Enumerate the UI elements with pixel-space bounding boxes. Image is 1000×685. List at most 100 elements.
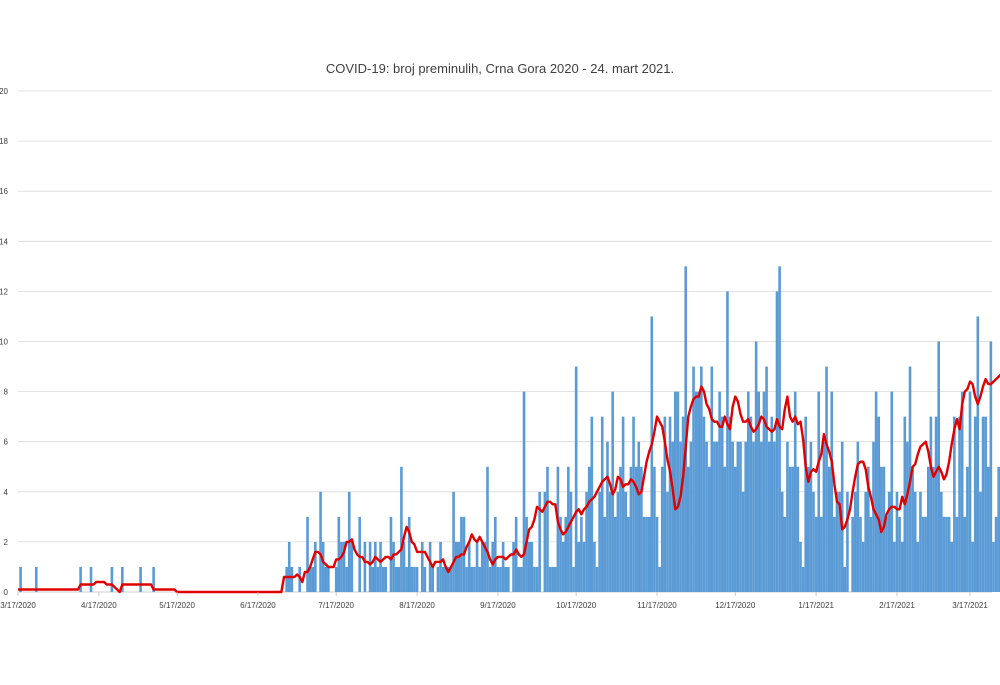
bar <box>726 291 729 592</box>
bar <box>400 466 403 592</box>
y-tick-label: 10 <box>0 338 9 347</box>
bar <box>697 391 701 592</box>
bar <box>822 441 826 592</box>
bar <box>710 366 714 592</box>
bar <box>374 541 377 592</box>
bar <box>525 516 528 592</box>
bar <box>538 491 541 592</box>
bar <box>593 541 596 592</box>
bar <box>319 491 322 592</box>
bar <box>950 541 954 592</box>
bar <box>486 466 489 592</box>
bar <box>872 441 875 592</box>
bar <box>979 491 982 592</box>
x-tick-label: 3/17/2021 <box>952 601 988 610</box>
bar <box>384 566 388 592</box>
bar <box>799 541 802 592</box>
bar <box>89 566 93 592</box>
bar <box>559 516 562 592</box>
bar <box>402 541 406 592</box>
moving-average-series <box>18 373 1000 594</box>
bar <box>488 566 492 592</box>
bar <box>833 516 836 592</box>
x-tick-label: 5/17/2020 <box>159 601 195 610</box>
bar <box>381 566 385 592</box>
bar <box>420 541 424 592</box>
bar <box>590 416 594 592</box>
bar <box>749 416 753 592</box>
bar <box>287 541 291 592</box>
y-tick-label: 16 <box>0 187 9 196</box>
y-tick-label: 2 <box>4 538 9 547</box>
bar <box>767 441 771 592</box>
bar <box>830 391 834 592</box>
bar <box>694 391 698 592</box>
bar <box>720 416 724 592</box>
bar <box>368 541 372 592</box>
bar <box>394 566 398 592</box>
x-tick-label: 11/17/2020 <box>637 601 677 610</box>
bar <box>520 566 523 592</box>
bar <box>843 566 847 592</box>
bar <box>840 441 844 592</box>
bar <box>470 566 474 592</box>
bar <box>658 566 661 592</box>
bar <box>955 516 959 592</box>
bar <box>308 566 312 592</box>
bar <box>984 416 987 592</box>
y-tick-label: 14 <box>0 237 9 246</box>
bar <box>673 391 677 592</box>
bar <box>496 566 500 592</box>
bar <box>379 541 382 592</box>
bar <box>410 566 414 592</box>
bar <box>906 441 909 592</box>
bar <box>963 516 967 592</box>
bar <box>629 466 633 592</box>
bar <box>874 391 878 592</box>
bar <box>765 366 768 592</box>
bar <box>606 441 609 592</box>
y-tick-label: 0 <box>4 588 9 597</box>
bar <box>973 416 977 592</box>
bar <box>835 491 839 592</box>
bar <box>311 566 315 592</box>
bar <box>371 566 375 592</box>
bar <box>546 466 549 592</box>
bar <box>522 391 526 592</box>
bar <box>600 416 604 592</box>
bar <box>783 516 787 592</box>
bar <box>762 391 766 592</box>
bar <box>809 441 813 592</box>
bar <box>757 391 761 592</box>
bar <box>838 491 841 592</box>
bar <box>436 566 440 592</box>
bar <box>397 566 401 592</box>
bar <box>152 566 155 592</box>
bar <box>877 416 881 592</box>
bar <box>788 466 792 592</box>
bar <box>454 541 458 592</box>
bar <box>942 516 946 592</box>
bar <box>723 466 727 592</box>
bar <box>966 466 969 592</box>
bar <box>79 566 82 592</box>
bar <box>501 541 505 592</box>
bar <box>324 566 328 592</box>
bar <box>994 516 998 592</box>
bar <box>467 541 471 592</box>
bar <box>853 491 857 592</box>
bar <box>754 341 758 592</box>
bar <box>314 541 317 592</box>
bar <box>976 316 980 592</box>
bar <box>285 566 288 592</box>
bar <box>577 541 581 592</box>
bar-series <box>19 266 1000 592</box>
bar <box>911 466 914 592</box>
bar <box>932 466 935 592</box>
bar <box>681 416 685 592</box>
bar <box>634 466 638 592</box>
bar <box>780 491 784 592</box>
bar <box>647 516 651 592</box>
bar <box>851 516 854 592</box>
